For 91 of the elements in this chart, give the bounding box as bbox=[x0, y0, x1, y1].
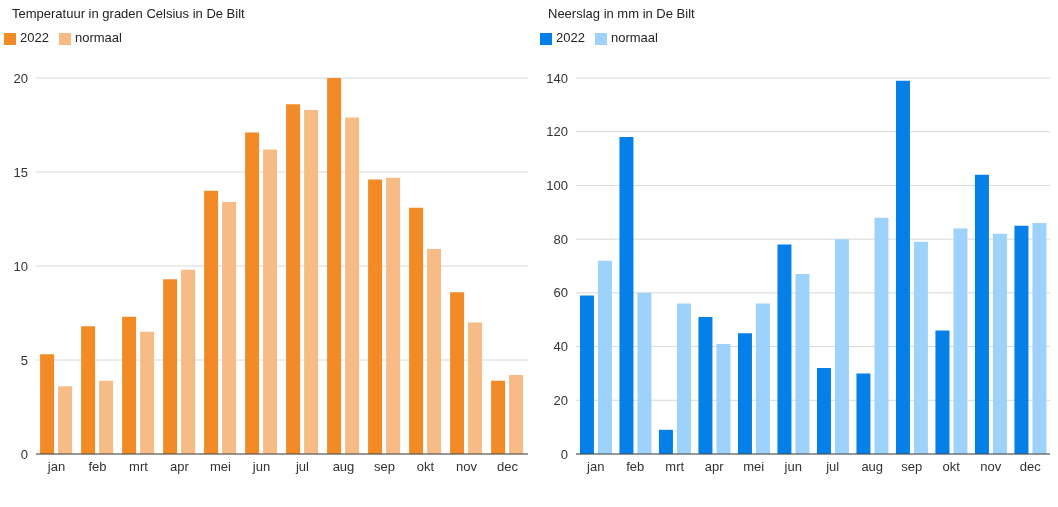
x-tick-label: mei bbox=[743, 459, 765, 475]
x-tick-label: aug bbox=[332, 459, 355, 475]
legend-label: normaal bbox=[610, 30, 658, 45]
bar bbox=[874, 217, 889, 454]
bar bbox=[204, 190, 219, 454]
bar bbox=[913, 241, 928, 454]
bar bbox=[491, 380, 506, 454]
x-tick-label: sep bbox=[901, 459, 923, 475]
x-tick-label: jul bbox=[294, 459, 310, 475]
x-tick-label: mrt bbox=[665, 459, 685, 475]
bar bbox=[122, 316, 137, 454]
bar bbox=[834, 239, 849, 454]
y-tick-label: 100 bbox=[546, 178, 568, 194]
bar bbox=[327, 78, 342, 454]
x-tick-label: mei bbox=[210, 459, 232, 475]
y-tick-label: 20 bbox=[13, 70, 28, 86]
bar bbox=[597, 260, 612, 454]
bar bbox=[450, 292, 465, 454]
x-tick-label: jun bbox=[251, 459, 271, 475]
x-tick-label: dec bbox=[1019, 459, 1042, 475]
x-tick-label: jan bbox=[586, 459, 605, 475]
bar bbox=[795, 274, 810, 454]
bar bbox=[777, 244, 792, 454]
x-tick-label: jun bbox=[783, 459, 802, 475]
y-tick-label: 15 bbox=[13, 164, 28, 180]
x-tick-label: aug bbox=[861, 459, 884, 475]
bar bbox=[99, 380, 114, 454]
bar bbox=[245, 132, 260, 454]
legend-label: 2022 bbox=[556, 30, 585, 45]
y-tick-label: 60 bbox=[553, 285, 568, 301]
bar bbox=[895, 80, 910, 454]
y-tick-label: 0 bbox=[20, 446, 28, 462]
bar bbox=[716, 343, 731, 454]
x-tick-label: nov bbox=[980, 459, 1002, 475]
bar bbox=[953, 228, 968, 454]
bar bbox=[468, 322, 483, 454]
bar bbox=[40, 354, 55, 454]
legend-label: normaal bbox=[74, 30, 122, 45]
bar bbox=[816, 368, 831, 454]
bar bbox=[1014, 225, 1029, 454]
y-tick-label: 120 bbox=[546, 124, 568, 140]
y-tick-label: 5 bbox=[20, 352, 28, 368]
bar bbox=[163, 279, 178, 454]
x-tick-label: okt bbox=[416, 459, 435, 475]
y-tick-label: 10 bbox=[13, 258, 28, 274]
bar bbox=[222, 202, 237, 454]
bar bbox=[345, 117, 360, 454]
bar bbox=[140, 331, 155, 454]
bar bbox=[386, 177, 401, 454]
y-tick-label: 140 bbox=[546, 70, 568, 86]
bar bbox=[368, 179, 383, 454]
bar bbox=[304, 109, 319, 454]
bar bbox=[181, 269, 196, 454]
bar bbox=[263, 149, 278, 454]
bar bbox=[637, 292, 652, 454]
bar bbox=[737, 333, 752, 454]
x-tick-label: jan bbox=[46, 459, 66, 475]
bar bbox=[409, 207, 424, 454]
bar bbox=[1032, 223, 1047, 454]
bar bbox=[58, 386, 73, 454]
x-tick-label: apr bbox=[704, 459, 725, 475]
chart-title: Temperatuur in graden Celsius in De Bilt bbox=[12, 6, 245, 21]
x-tick-label: okt bbox=[942, 459, 961, 475]
bar bbox=[974, 174, 989, 454]
bar bbox=[755, 303, 770, 454]
x-tick-label: dec bbox=[497, 459, 519, 475]
x-tick-label: mrt bbox=[129, 459, 149, 475]
x-tick-label: nov bbox=[456, 459, 478, 475]
bar bbox=[579, 295, 594, 454]
bar bbox=[658, 429, 673, 454]
x-tick-label: feb bbox=[88, 459, 107, 475]
legend-label: 2022 bbox=[20, 30, 49, 45]
bar bbox=[935, 330, 950, 454]
bar bbox=[856, 373, 871, 454]
y-tick-label: 0 bbox=[560, 446, 568, 462]
x-tick-label: jul bbox=[825, 459, 840, 475]
bar bbox=[676, 303, 691, 454]
y-tick-label: 40 bbox=[553, 339, 568, 355]
x-tick-label: apr bbox=[170, 459, 190, 475]
bar bbox=[619, 137, 634, 454]
bar bbox=[698, 317, 713, 454]
bar bbox=[286, 104, 301, 454]
x-tick-label: sep bbox=[374, 459, 395, 475]
chart-title: Neerslag in mm in De Bilt bbox=[548, 6, 695, 21]
bar bbox=[81, 326, 96, 454]
x-tick-label: feb bbox=[626, 459, 645, 475]
bar bbox=[427, 249, 442, 454]
bar bbox=[509, 375, 524, 454]
y-tick-label: 80 bbox=[553, 231, 568, 247]
bar bbox=[992, 233, 1007, 454]
y-tick-label: 20 bbox=[553, 392, 568, 408]
